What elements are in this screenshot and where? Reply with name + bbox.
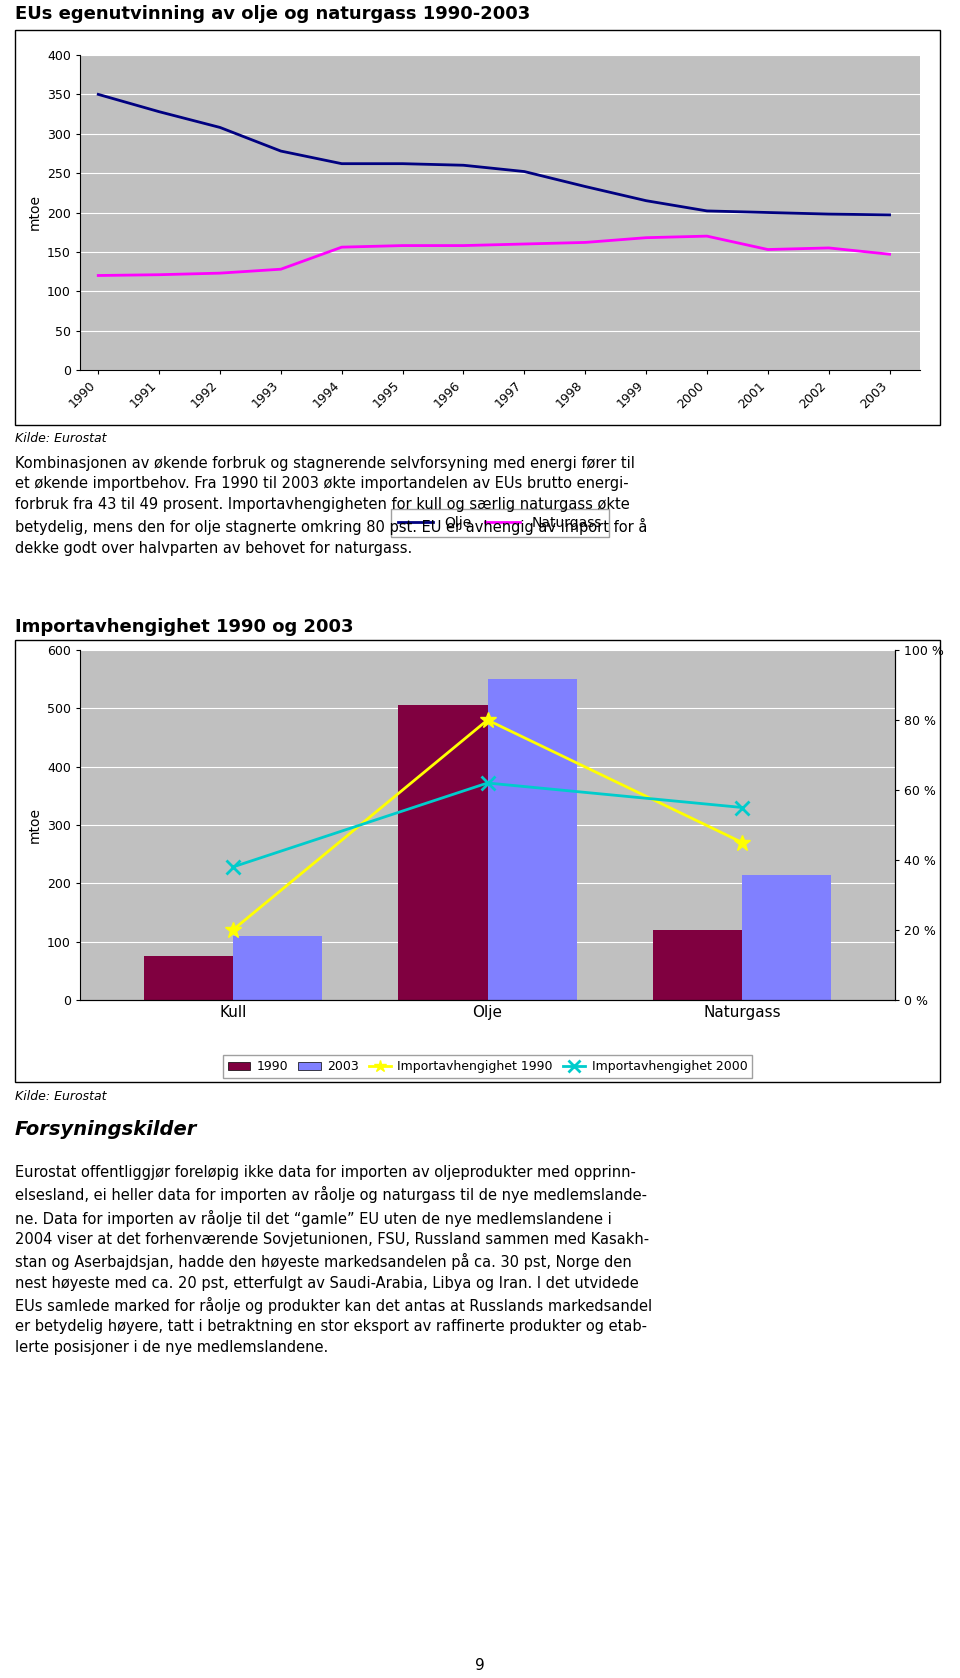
- Text: Kombinasjonen av økende forbruk og stagnerende selvforsyning med energi fører ti: Kombinasjonen av økende forbruk og stagn…: [15, 456, 647, 555]
- Importavhengighet 2000: [228, 857, 239, 878]
- Importavhengighet 2000: [736, 797, 748, 817]
- Text: Forsyningskilder: Forsyningskilder: [15, 1119, 198, 1139]
- Bar: [653, 930, 742, 1000]
- Bar: [144, 956, 233, 1000]
- Text: 9: 9: [475, 1658, 485, 1673]
- Line: Importavhengighet 1990: Importavhengighet 1990: [225, 711, 751, 938]
- Y-axis label: mtoe: mtoe: [28, 807, 41, 842]
- Legend: 1990, 2003, Importavhengighet 1990, Importavhengighet 2000: 1990, 2003, Importavhengighet 1990, Impo…: [223, 1055, 753, 1079]
- Text: Kilde: Eurostat: Kilde: Eurostat: [15, 431, 107, 445]
- Bar: [233, 936, 322, 1000]
- Text: EUs egenutvinning av olje og naturgass 1990-2003: EUs egenutvinning av olje og naturgass 1…: [15, 5, 530, 23]
- Importavhengighet 1990: [228, 920, 239, 940]
- Y-axis label: mtoe: mtoe: [28, 195, 41, 230]
- Importavhengighet 1990: [736, 832, 748, 852]
- Legend: Olje, Naturgass: Olje, Naturgass: [392, 508, 609, 537]
- Importavhengighet 2000: [482, 774, 493, 794]
- Bar: [398, 705, 488, 1000]
- Importavhengighet 1990: [482, 710, 493, 730]
- Bar: [488, 680, 577, 1000]
- Line: Importavhengighet 2000: Importavhengighet 2000: [226, 775, 749, 874]
- Text: Kilde: Eurostat: Kilde: Eurostat: [15, 1091, 107, 1102]
- Text: Eurostat offentliggjør foreløpig ikke data for importen av oljeprodukter med opp: Eurostat offentliggjør foreløpig ikke da…: [15, 1165, 652, 1354]
- Bar: [742, 874, 831, 1000]
- Text: Importavhengighet 1990 og 2003: Importavhengighet 1990 og 2003: [15, 618, 353, 636]
